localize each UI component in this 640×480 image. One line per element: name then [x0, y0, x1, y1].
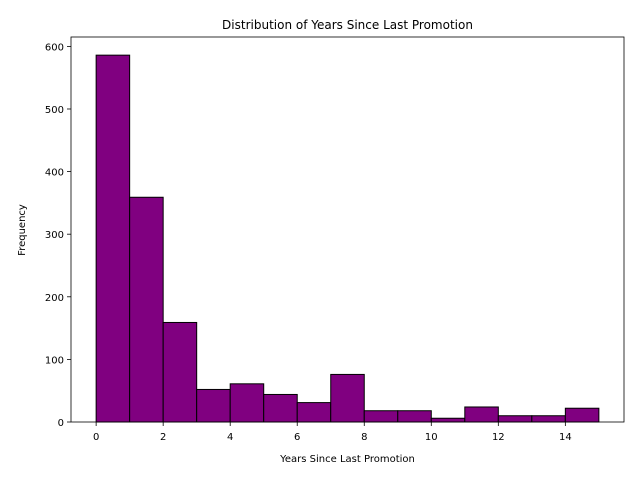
- histogram-bar-1: [129, 196, 164, 423]
- histogram-bar-8: [363, 410, 399, 423]
- x-tick-label-3: 6: [294, 432, 300, 443]
- histogram-bar-7: [330, 373, 365, 423]
- histogram-bar-5: [263, 393, 298, 423]
- plot-frame: [70, 36, 625, 423]
- y-tick-label-5: 500: [45, 105, 64, 116]
- y-tick-label-3: 300: [45, 230, 64, 241]
- histogram-bar-3: [196, 388, 231, 423]
- histogram-bar-2: [162, 321, 198, 423]
- y-tick-label-6: 600: [45, 42, 64, 53]
- y-tick-label-0: 0: [58, 418, 64, 429]
- x-tick-label-2: 4: [227, 432, 233, 443]
- histogram-bar-4: [229, 383, 265, 423]
- y-tick-label-2: 200: [45, 293, 64, 304]
- histogram-bar-13: [531, 415, 566, 423]
- x-tick-label-4: 8: [361, 432, 367, 443]
- x-tick-label-7: 14: [559, 432, 572, 443]
- x-axis: 0 2 4 6 8 10 12 14: [93, 422, 572, 443]
- y-axis-label: Frequency: [17, 204, 28, 256]
- histogram-bar-6: [296, 402, 332, 423]
- x-tick-label-5: 10: [425, 432, 438, 443]
- x-tick-label-1: 2: [160, 432, 166, 443]
- x-tick-label-0: 0: [93, 432, 99, 443]
- y-axis: 0 100 200 300 400 500 600: [45, 42, 71, 429]
- histogram-bar-11: [464, 406, 499, 423]
- histogram-bar-10: [430, 417, 466, 423]
- x-axis-label: Years Since Last Promotion: [279, 454, 415, 465]
- y-tick-label-4: 400: [45, 168, 64, 179]
- histogram-bar-14: [564, 407, 600, 423]
- histogram-bar-12: [497, 415, 533, 423]
- chart-title: Distribution of Years Since Last Promoti…: [222, 18, 473, 32]
- y-tick-label-1: 100: [45, 355, 64, 366]
- histogram-bar-9: [397, 410, 432, 423]
- x-tick-label-6: 12: [492, 432, 505, 443]
- histogram-bar-0: [95, 54, 131, 423]
- bars-group: [95, 54, 600, 423]
